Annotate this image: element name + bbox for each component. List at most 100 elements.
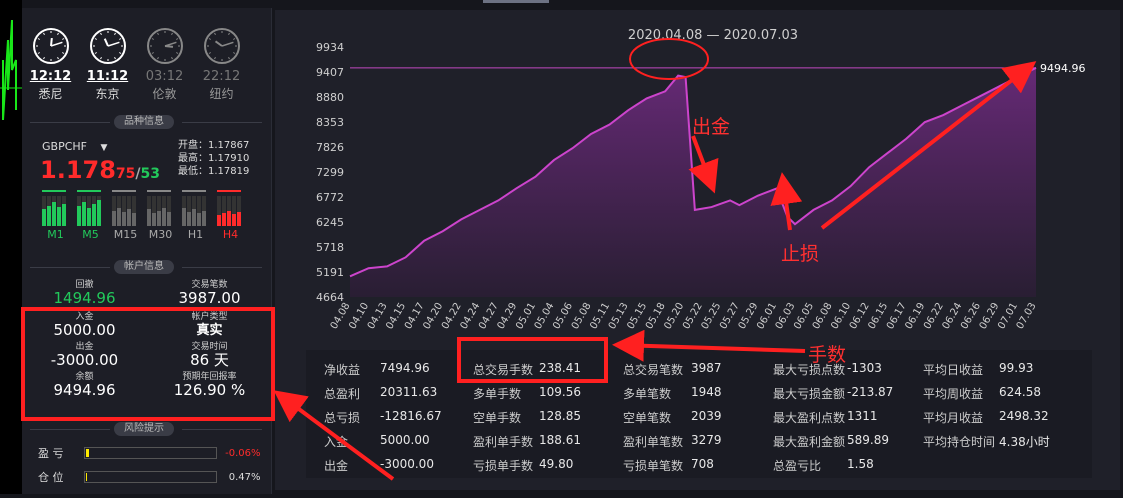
stat-label: 最大盈利点数 <box>773 411 846 425</box>
annotation-stoploss: 止损 <box>781 243 820 265</box>
risk-position-row: 仓 位 0.47% <box>38 469 261 485</box>
low-label: 最低： <box>178 166 208 177</box>
stat-label: 平均持仓时间 <box>923 435 996 449</box>
timeframe-M1[interactable]: M1 <box>47 228 64 241</box>
stat-label: 总交易手数 <box>473 363 534 377</box>
stat-value: 589.89 <box>847 433 889 447</box>
timeframe-M30[interactable]: M30 <box>148 228 173 241</box>
stat-value: 188.61 <box>539 433 581 447</box>
stat-item: 平均持仓时间 4.38小时 <box>923 433 1050 450</box>
y-tick-label: 9407 <box>316 66 344 79</box>
stat-label: 总盈亏比 <box>773 459 822 473</box>
y-tick-label: 5718 <box>316 241 344 254</box>
section-risk-label: 风险提示 <box>114 422 174 436</box>
stat-item: 出金 -3000.00 <box>324 457 434 474</box>
deposit-cell: 入金 5000.00 <box>22 312 147 339</box>
stat-label: 净收益 <box>324 363 361 377</box>
stat-value: 624.58 <box>999 385 1041 399</box>
high-value: 1.17910 <box>208 153 250 164</box>
annual-return-value: 126.90 % <box>173 381 246 399</box>
stat-value: -1303 <box>847 361 882 375</box>
dropdown-arrow-icon: ▼ <box>100 143 108 153</box>
trade-time-value: 86 天 <box>190 351 229 369</box>
clock-1: 11:12 东京 <box>83 22 133 108</box>
y-tick-label: 9934 <box>316 41 344 54</box>
annual-return-cell: 预期年回报率 126.90 % <box>147 372 272 399</box>
stat-item: 亏损单手数 49.80 <box>473 457 573 474</box>
signal-bar-H1 <box>182 190 206 226</box>
y-tick-label: 8353 <box>316 116 344 129</box>
current-price: 1.17875/53 <box>40 156 160 184</box>
stat-item: 平均月收益 2498.32 <box>923 409 1049 426</box>
clock-icon <box>146 28 183 64</box>
clock-city: 东京 <box>95 87 120 101</box>
clock-city: 伦敦 <box>152 87 177 101</box>
signal-bar-M15 <box>112 190 136 226</box>
y-tick-label: 7299 <box>316 166 344 179</box>
stat-label: 空单手数 <box>473 411 522 425</box>
clock-0: 12:12 悉尼 <box>26 22 76 108</box>
balance-value: 9494.96 <box>53 381 116 399</box>
stat-item: 空单手数 128.85 <box>473 409 581 426</box>
clock-icon <box>32 28 69 64</box>
withdraw-value: -3000.00 <box>50 351 119 369</box>
stat-item: 平均日收益 99.93 <box>923 361 1033 378</box>
stat-value: -213.87 <box>847 385 894 399</box>
clock-time: 11:12 <box>86 69 129 84</box>
stat-value: 1311 <box>847 409 878 423</box>
stat-value: 5000.00 <box>380 433 430 447</box>
timeframe-H4[interactable]: H4 <box>222 228 239 241</box>
stat-label: 平均日收益 <box>923 363 984 377</box>
open-label: 开盘： <box>178 140 208 151</box>
timeframe-M5[interactable]: M5 <box>82 228 99 241</box>
stat-value: 109.56 <box>539 385 581 399</box>
stat-label: 总盈利 <box>324 387 361 401</box>
stat-label: 空单笔数 <box>623 411 672 425</box>
stat-value: 20311.63 <box>380 385 438 399</box>
signal-bar-M5 <box>77 190 101 226</box>
top-tab-indicator[interactable] <box>483 0 549 3</box>
signal-bar-M30 <box>147 190 171 226</box>
stat-item: 平均周收益 624.58 <box>923 385 1041 402</box>
trades-label: 交易笔数 <box>191 280 228 290</box>
stat-label: 多单手数 <box>473 387 522 401</box>
symbol-selector[interactable]: GBPCHF ▼ <box>42 140 107 153</box>
timeframe-M15[interactable]: M15 <box>113 228 138 241</box>
stat-value: 4.38小时 <box>999 435 1050 449</box>
timeframe-H1[interactable]: H1 <box>187 228 204 241</box>
price-main: 1.178 <box>40 156 116 184</box>
annotation-lots: 手数 <box>808 344 847 366</box>
clock-icon <box>89 28 126 64</box>
timeframe-labels: M1 M5 M15 M30 H1 H4 <box>38 228 248 241</box>
y-tick-label: 5191 <box>316 266 344 279</box>
y-tick-label: 8880 <box>316 91 344 104</box>
risk-position-label: 仓 位 <box>38 471 64 484</box>
risk-profit-row: 盈 亏 -0.06% <box>38 445 261 461</box>
stat-label: 入金 <box>324 435 349 449</box>
stat-item: 最大盈利金额 589.89 <box>773 433 889 450</box>
clock-icon <box>203 28 240 64</box>
open-value: 1.17867 <box>208 140 250 151</box>
equity-area-fill <box>350 67 1036 297</box>
y-tick-label: 4664 <box>316 291 344 304</box>
y-tick-label: 6245 <box>316 216 344 229</box>
withdraw-label: 出金 <box>75 342 94 352</box>
drawdown-label: 回撤 <box>75 280 94 290</box>
account-type-cell: 帐户类型 真实 <box>147 312 272 339</box>
stat-value: 7494.96 <box>380 361 430 375</box>
divider <box>30 429 110 430</box>
stat-value: 708 <box>691 457 714 471</box>
annual-return-label: 预期年回报率 <box>182 372 237 382</box>
stat-item: 总盈亏比 1.58 <box>773 457 874 474</box>
divider <box>182 429 262 430</box>
stat-value: 3987 <box>691 361 722 375</box>
y-tick-label: 7826 <box>316 141 344 154</box>
stat-value: 2039 <box>691 409 722 423</box>
balance-label: 余额 <box>75 372 94 382</box>
stat-value: 3279 <box>691 433 722 447</box>
stat-item: 多单笔数 1948 <box>623 385 722 402</box>
stat-item: 最大盈利点数 1311 <box>773 409 878 426</box>
highlight-box-account <box>21 307 275 421</box>
risk-position-value: 0.47% <box>228 471 261 483</box>
stat-label: 最大亏损点数 <box>773 363 846 377</box>
